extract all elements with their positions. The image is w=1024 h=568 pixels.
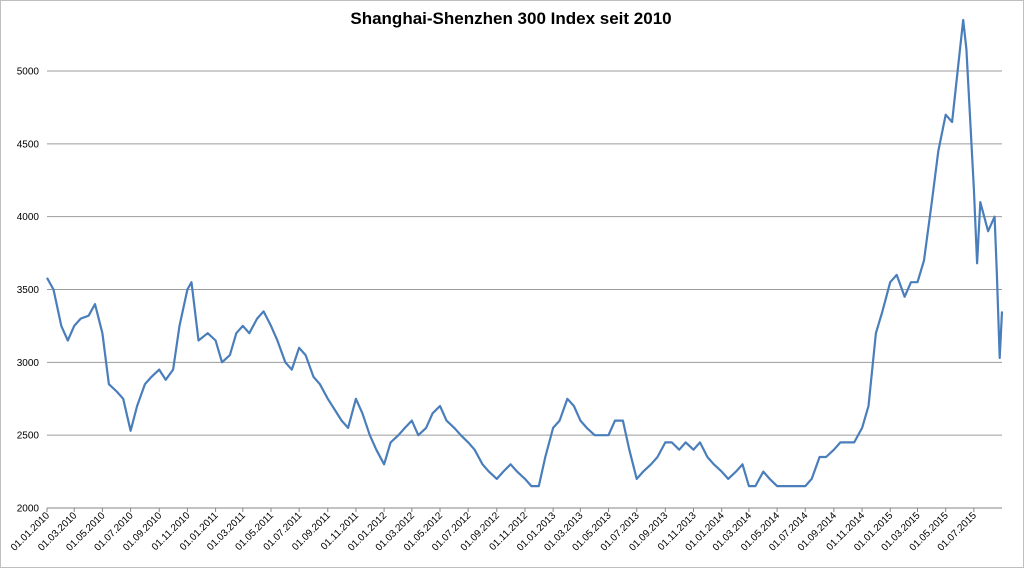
y-tick-label: 3500: [17, 285, 40, 296]
y-tick-label: 4000: [17, 212, 40, 223]
y-tick-label: 3000: [17, 358, 40, 369]
series-line-0: [46, 18, 1004, 488]
y-tick-label: 2000: [17, 504, 40, 515]
y-tick-label: 2500: [17, 431, 40, 442]
y-tick-label: 4500: [17, 139, 40, 150]
chart-title: Shanghai-Shenzhen 300 Index seit 2010: [350, 9, 672, 28]
y-tick-label: 5000: [17, 67, 40, 78]
